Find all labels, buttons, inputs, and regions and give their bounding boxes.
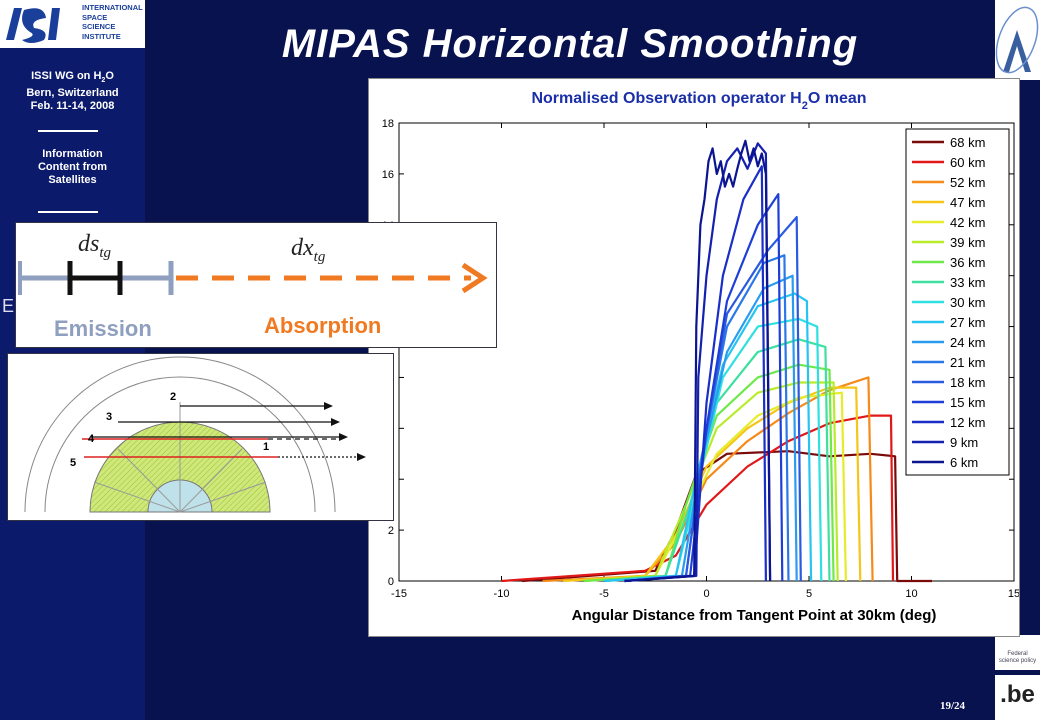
legend-entry: 30 km xyxy=(950,295,985,310)
x-tick-label: 5 xyxy=(806,588,812,600)
ray-label: 4 xyxy=(88,433,95,445)
middle-shell xyxy=(44,376,316,513)
ray-label: 3 xyxy=(106,411,112,423)
conference-line: Bern, Switzerland xyxy=(26,87,119,100)
series-line xyxy=(562,386,862,583)
x-tick-label: -5 xyxy=(599,588,609,600)
x-tick-label: 15 xyxy=(1008,588,1019,600)
legend-entry: 12 km xyxy=(950,415,985,430)
limb-geometry-svg: 2 3 4 5 1 xyxy=(24,356,366,513)
topic-info: Information Content from Satellites xyxy=(0,148,145,187)
legend-entry: 15 km xyxy=(950,395,985,410)
chart-title: Normalised Observation operator H2O mean xyxy=(531,90,866,112)
emission-absorption-svg: dstg dxtg Emission Absorption xyxy=(18,231,488,341)
logo-text-line: SPACE xyxy=(82,12,108,22)
divider xyxy=(38,211,98,213)
dx-label: dxtg xyxy=(291,235,326,265)
y-tick-label: 16 xyxy=(382,169,394,181)
topic-line: Content from xyxy=(37,161,108,173)
legend-entry: 47 km xyxy=(950,195,985,210)
legend-entry: 42 km xyxy=(950,215,985,230)
conference-line: Feb. 11-14, 2008 xyxy=(30,100,115,113)
x-tick-label: -10 xyxy=(494,588,510,600)
absorption-arrow-icon xyxy=(461,262,488,294)
legend-entry: 27 km xyxy=(950,315,985,330)
x-axis-label: Angular Distance from Tangent Point at 3… xyxy=(572,607,937,624)
ds-label: dstg xyxy=(78,231,112,261)
legend-entry: 24 km xyxy=(950,335,985,350)
legend-entry: 6 km xyxy=(950,455,978,470)
series-line xyxy=(583,381,839,583)
legend-entry: 60 km xyxy=(950,155,985,170)
emission-absorption-diagram: dstg dxtg Emission Absorption xyxy=(15,222,497,348)
x-tick-label: 0 xyxy=(703,588,709,600)
series-line xyxy=(603,338,831,583)
ray-label: 5 xyxy=(70,457,76,469)
legend-entry: 9 km xyxy=(950,435,978,450)
arrow-icon xyxy=(331,418,340,426)
y-tick-label: 0 xyxy=(388,576,394,588)
y-tick-label: 2 xyxy=(388,525,394,537)
series-line xyxy=(542,376,874,583)
footer-logo-line: Federal xyxy=(1007,651,1028,657)
issi-logo-mark xyxy=(6,2,142,46)
footer-logo-line: science policy xyxy=(998,658,1037,664)
legend-entry: 36 km xyxy=(950,255,985,270)
topic-line: Information xyxy=(42,148,103,160)
x-tick-label: -15 xyxy=(391,588,407,600)
chart-svg: Normalised Observation operator H2O mean… xyxy=(382,90,1020,624)
page-number: 19/24 xyxy=(940,700,966,712)
legend-entry: 21 km xyxy=(950,355,985,370)
absorption-label: Absorption xyxy=(264,313,381,338)
divider xyxy=(38,130,98,132)
arrow-icon xyxy=(357,453,366,461)
legend-entry: 68 km xyxy=(950,135,985,150)
agency-logo xyxy=(995,0,1040,80)
outer-shell xyxy=(24,356,336,513)
partial-text: E xyxy=(2,296,15,316)
be-logo: .be xyxy=(995,675,1040,720)
series-line xyxy=(624,142,772,583)
chart-panel: Normalised Observation operator H2O mean… xyxy=(368,78,1020,637)
arrow-icon xyxy=(339,433,348,441)
logo-text-line: INTERNATIONAL xyxy=(82,3,143,12)
legend-entry: 18 km xyxy=(950,375,985,390)
issi-logo: INTERNATIONAL SPACE SCIENCE INSTITUTE xyxy=(0,0,145,48)
topic-line: Satellites xyxy=(48,174,97,186)
series-line xyxy=(624,139,772,583)
arrow-icon xyxy=(324,402,333,410)
a-logo-icon xyxy=(995,6,1039,74)
ray-label: 1 xyxy=(263,441,269,453)
slide-title: MIPAS Horizontal Smoothing xyxy=(281,22,859,66)
be-logo-text: .be xyxy=(1000,681,1035,708)
legend-entry: 52 km xyxy=(950,175,985,190)
federal-science-policy-logo: Federal science policy xyxy=(995,635,1040,670)
legend-entry: 33 km xyxy=(950,275,985,290)
conference-line: ISSI WG on H2O xyxy=(31,70,114,85)
ray-label: 2 xyxy=(170,391,176,403)
limb-geometry-diagram: 2 3 4 5 1 xyxy=(7,353,394,521)
logo-text-line: INSTITUTE xyxy=(82,31,121,41)
legend-entry: 39 km xyxy=(950,235,985,250)
series-line xyxy=(603,292,813,583)
emission-label: Emission xyxy=(54,316,152,341)
y-tick-label: 18 xyxy=(382,118,394,130)
conference-info: ISSI WG on H2O Bern, Switzerland Feb. 11… xyxy=(0,70,145,113)
x-tick-label: 10 xyxy=(905,588,917,600)
logo-text-line: SCIENCE xyxy=(82,22,116,31)
